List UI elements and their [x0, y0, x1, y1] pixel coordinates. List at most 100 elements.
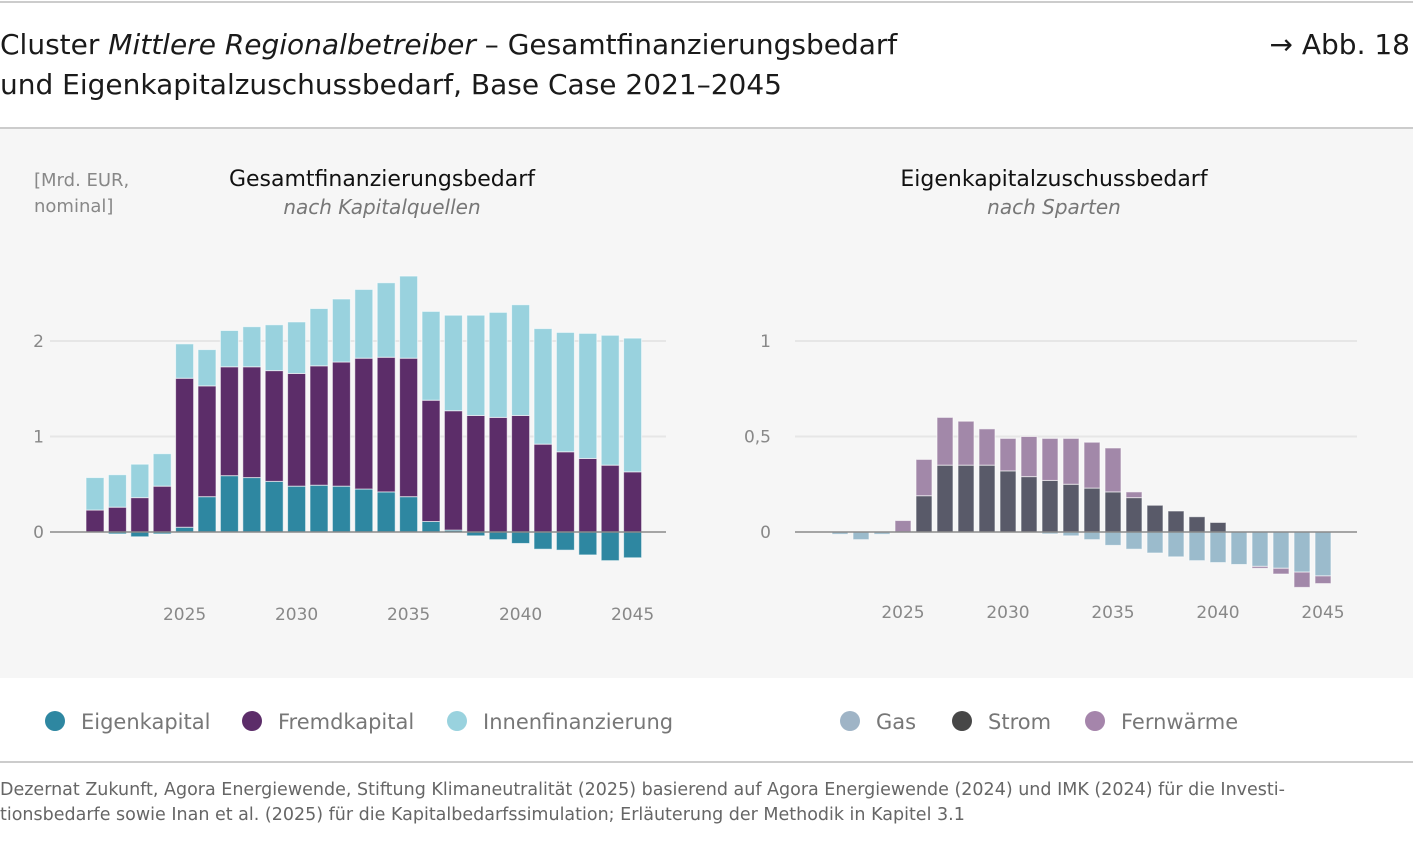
bar-strom-2028 — [957, 464, 975, 533]
legend-label-eigenkapital: Eigenkapital — [81, 710, 210, 734]
bar-fremdkapital-2032 — [331, 361, 351, 487]
right-chart-subtitle: nach Sparten — [987, 195, 1121, 219]
bar-fremdkapital-2026 — [197, 385, 217, 498]
bar-eigenkapital-2036 — [421, 520, 441, 533]
bar-eigenkapital-2043 — [578, 531, 598, 556]
bar-innenfinanzierung-2036 — [421, 310, 441, 401]
y-tick-label: 1 — [760, 332, 771, 352]
bar-fremdkapital-2025 — [175, 377, 195, 528]
bar-fremdkapital-2045 — [623, 471, 643, 533]
bar-gas-2045 — [1314, 531, 1332, 577]
bar-eigenkapital-2034 — [376, 491, 396, 533]
bar-eigenkapital-2039 — [488, 531, 508, 541]
bar-eigenkapital-2031 — [309, 484, 329, 533]
legend-marker-fernwärme — [1085, 711, 1105, 731]
x-tick-label: 2025 — [163, 605, 206, 625]
bar-strom-2037 — [1146, 504, 1164, 533]
bar-innenfinanzierung-2025 — [175, 343, 195, 379]
bar-innenfinanzierung-2024 — [152, 453, 172, 487]
bar-fernwärme-2042 — [1251, 565, 1269, 569]
bar-fremdkapital-2040 — [511, 414, 531, 533]
x-tick-label: 2040 — [499, 605, 542, 625]
bar-eigenkapital-2032 — [331, 485, 351, 533]
figure-title-line2: und Eigenkapitalzuschussbedarf, Base Cas… — [0, 68, 782, 101]
bar-gas-2039 — [1188, 531, 1206, 562]
legend-label-gas: Gas — [876, 710, 916, 734]
bar-eigenkapital-2044 — [600, 531, 620, 562]
bar-eigenkapital-2035 — [399, 496, 419, 533]
bar-fernwärme-2044 — [1293, 571, 1311, 588]
bar-gas-2034 — [1083, 531, 1101, 541]
bar-fernwärme-2029 — [978, 428, 996, 466]
source-line1: Dezernat Zukunft, Agora Energiewende, St… — [0, 780, 1285, 800]
y-tick-label: 0,5 — [744, 428, 771, 448]
bar-innenfinanzierung-2021 — [85, 477, 105, 511]
source-line2: tionsbedarfe sowie Inan et al. (2025) fü… — [0, 805, 965, 825]
bar-strom-2039 — [1188, 516, 1206, 533]
bar-innenfinanzierung-2042 — [555, 331, 575, 453]
bar-eigenkapital-2033 — [354, 488, 374, 533]
right-chart: 0 0,5 1 2025 2030 2035 2040 2045 — [744, 332, 1357, 623]
bar-fernwärme-2027 — [936, 416, 954, 466]
x-tick-label: 2045 — [1301, 603, 1344, 623]
bar-fremdkapital-2041 — [533, 443, 553, 533]
left-chart: 0 1 2 2025 2030 2035 2040 2045 — [33, 275, 666, 625]
bar-fernwärme-2045 — [1314, 575, 1332, 585]
legend-marker-strom — [952, 711, 972, 731]
bar-gas-2038 — [1167, 531, 1185, 558]
bar-eigenkapital-2027 — [219, 475, 239, 533]
bar-innenfinanzierung-2039 — [488, 311, 508, 418]
bar-innenfinanzierung-2034 — [376, 282, 396, 358]
bar-fernwärme-2030 — [999, 437, 1017, 472]
legend-marker-fremdkapital — [242, 711, 262, 731]
bar-gas-2044 — [1293, 531, 1311, 573]
bar-strom-2034 — [1083, 487, 1101, 533]
x-tick-label: 2030 — [275, 605, 318, 625]
x-tick-label: 2045 — [611, 605, 654, 625]
bar-gas-2035 — [1104, 531, 1122, 546]
bar-strom-2027 — [936, 464, 954, 533]
bar-innenfinanzierung-2044 — [600, 334, 620, 466]
bar-fremdkapital-2027 — [219, 366, 239, 477]
bar-innenfinanzierung-2022 — [107, 474, 127, 508]
bar-innenfinanzierung-2028 — [242, 326, 262, 368]
bar-fremdkapital-2043 — [578, 457, 598, 533]
bar-strom-2031 — [1020, 476, 1038, 533]
legend-label-innenfinanzierung: Innenfinanzierung — [483, 710, 673, 734]
bar-strom-2026 — [915, 495, 933, 533]
legend: Eigenkapital Fremdkapital Innenfinanzierun… — [45, 710, 1238, 734]
legend-marker-innenfinanzierung — [447, 711, 467, 731]
bar-fremdkapital-2035 — [399, 357, 419, 498]
bar-fernwärme-2033 — [1062, 437, 1080, 485]
bar-fernwärme-2035 — [1104, 447, 1122, 493]
unit-label-line1: [Mrd. EUR, — [34, 170, 129, 191]
bar-fremdkapital-2029 — [264, 370, 284, 482]
bar-innenfinanzierung-2043 — [578, 332, 598, 459]
bar-fernwärme-2026 — [915, 458, 933, 497]
bar-fernwärme-2043 — [1272, 567, 1290, 575]
bar-fremdkapital-2030 — [287, 372, 307, 487]
bar-fremdkapital-2021 — [85, 509, 105, 533]
left-chart-title: Gesamtfinanzierungsbedarf — [229, 167, 536, 192]
bar-innenfinanzierung-2037 — [443, 314, 463, 412]
bar-eigenkapital-2030 — [287, 485, 307, 533]
bar-innenfinanzierung-2026 — [197, 349, 217, 387]
x-tick-label: 2025 — [881, 603, 924, 623]
bar-innenfinanzierung-2035 — [399, 275, 419, 359]
bar-fernwärme-2032 — [1041, 437, 1059, 481]
x-tick-label: 2035 — [1091, 603, 1134, 623]
legend-label-strom: Strom — [988, 710, 1051, 734]
bar-gas-2037 — [1146, 531, 1164, 554]
bar-gas-2041 — [1230, 531, 1248, 565]
bar-gas-2040 — [1209, 531, 1227, 564]
bar-gas-2036 — [1125, 531, 1143, 550]
bar-fernwärme-2036 — [1125, 491, 1143, 499]
legend-marker-eigenkapital — [45, 711, 65, 731]
bar-strom-2032 — [1041, 479, 1059, 533]
legend-label-fernwärme: Fernwärme — [1121, 710, 1238, 734]
bar-fernwärme-2034 — [1083, 441, 1101, 489]
bar-innenfinanzierung-2045 — [623, 337, 643, 473]
bar-eigenkapital-2040 — [511, 531, 531, 544]
bar-eigenkapital-2026 — [197, 496, 217, 533]
bar-fremdkapital-2033 — [354, 357, 374, 490]
